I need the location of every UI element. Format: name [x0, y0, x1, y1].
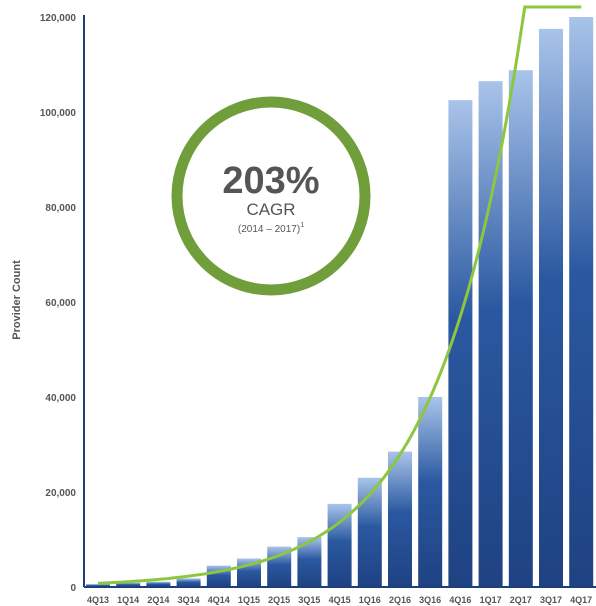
- bar: [508, 70, 533, 587]
- x-tick-label: 2Q15: [268, 595, 290, 605]
- x-tick-label: 1Q16: [359, 595, 381, 605]
- y-tick-label: 20,000: [45, 488, 76, 499]
- x-tick-label: 4Q15: [329, 595, 351, 605]
- x-tick-label: 4Q17: [570, 595, 592, 605]
- bar: [539, 28, 563, 587]
- bar: [116, 582, 141, 587]
- bar: [388, 451, 412, 587]
- cagr-period: (2014 – 2017)1: [238, 222, 304, 235]
- y-tick-label: 60,000: [45, 298, 76, 309]
- cagr-label: CAGR: [246, 200, 295, 219]
- bar: [176, 578, 201, 587]
- x-axis-ticks: 4Q13 1Q14 2Q14 3Q14 4Q14 1Q15 2Q15 3Q15 4Q15 1Q16…: [87, 595, 592, 605]
- bars: [86, 17, 594, 587]
- x-tick-label: 1Q17: [480, 595, 502, 605]
- bar: [86, 584, 110, 587]
- bar: [418, 397, 443, 587]
- exponential-trendline: [97, 5, 582, 585]
- cagr-footnote: 1: [300, 222, 304, 229]
- cagr-period-range: (2014 – 2017): [238, 224, 300, 235]
- x-tick-label: 1Q15: [238, 595, 260, 605]
- y-tick-label: 40,000: [45, 393, 76, 404]
- y-axis-ticks: 0 20,000 40,000 60,000 80,000 100,000 120,000: [40, 13, 77, 594]
- y-tick-label: 80,000: [45, 203, 76, 214]
- x-tick-label: 4Q13: [87, 595, 109, 605]
- x-tick-label: 3Q16: [419, 595, 441, 605]
- cagr-ring: [171, 96, 371, 296]
- y-tick-label: 120,000: [40, 13, 77, 24]
- cagr-badge: 203% CAGR (2014 – 2017)1: [171, 96, 371, 296]
- y-tick-label: 100,000: [40, 108, 77, 119]
- x-tick-label: 2Q16: [389, 595, 411, 605]
- cagr-value: 203%: [222, 160, 319, 202]
- x-tick-label: 3Q15: [298, 595, 320, 605]
- bar: [569, 17, 594, 587]
- y-axis-title: Provider Count: [11, 260, 23, 340]
- y-tick-label: 0: [70, 583, 76, 594]
- bar: [146, 581, 171, 587]
- x-tick-label: 2Q17: [510, 595, 532, 605]
- x-tick-label: 4Q14: [208, 595, 230, 605]
- x-tick-label: 2Q14: [147, 595, 169, 605]
- x-tick-label: 1Q14: [117, 595, 139, 605]
- bar: [327, 503, 352, 587]
- x-tick-label: 3Q14: [178, 595, 200, 605]
- x-tick-label: 3Q17: [540, 595, 562, 605]
- x-tick-label: 4Q16: [449, 595, 471, 605]
